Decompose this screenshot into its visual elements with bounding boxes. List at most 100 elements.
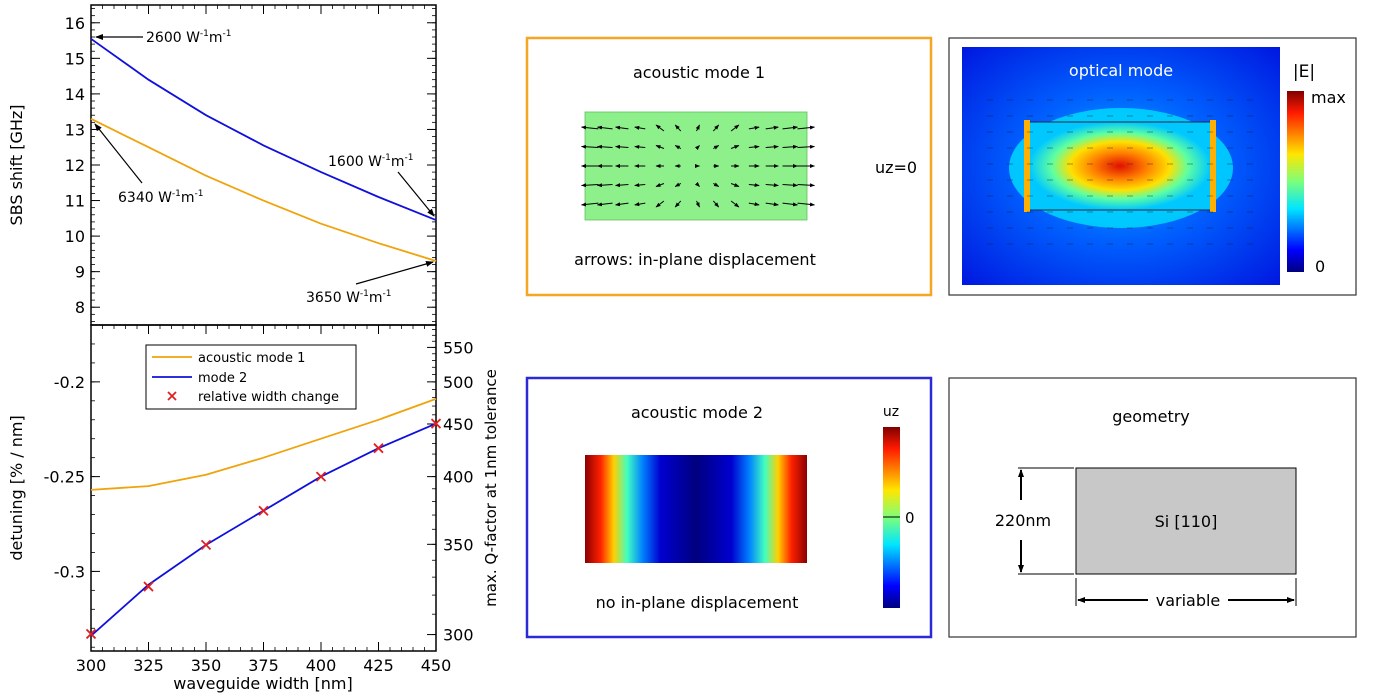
displacement-arrow [782, 125, 798, 130]
y-tick-label: -0.25 [44, 468, 85, 487]
annotation-1600: 1600 W-1m-1 [328, 153, 435, 217]
displacement-arrow [713, 145, 720, 150]
y-tick-label: 15 [65, 49, 85, 68]
panel-title: acoustic mode 2 [631, 403, 763, 422]
displacement-arrow [712, 200, 720, 208]
y2-tick-label: 350 [443, 535, 474, 554]
top-y-ticks: 8 9 10 11 12 13 14 15 16 [65, 5, 437, 322]
height-label: 220nm [995, 511, 1051, 530]
displacement-arrow [695, 124, 700, 132]
panel-acoustic-mode-2: acoustic mode 2 no in-plane displacement… [525, 376, 933, 639]
annotation-arrow [355, 261, 434, 285]
displacement-arrow [634, 125, 646, 130]
displacement-arrow [695, 200, 700, 208]
annotation-3650: 3650 W-1m-1 [306, 261, 434, 306]
series-line-1 [90, 117, 437, 262]
edge-hotspot-left [1024, 120, 1030, 212]
displacement-arrow [748, 144, 760, 149]
displacement-arrow [596, 144, 613, 149]
displacement-arrow [797, 183, 815, 188]
displacement-arrow [615, 183, 629, 188]
panel-acoustic-mode-1: acoustic mode 1 arrows: in-plane displac… [525, 36, 933, 297]
legend-label-mode1: acoustic mode 1 [198, 351, 305, 366]
displacement-arrow [765, 125, 779, 130]
displacement-arrow [765, 183, 779, 188]
data-point-marker [258, 505, 269, 516]
y2-tick-label: 500 [443, 373, 474, 392]
colorbar-min-label: 0 [1315, 257, 1325, 276]
annotation-text: 6340 W [118, 190, 172, 206]
svg-text:3650 W-1m-1: 3650 W-1m-1 [306, 289, 392, 306]
superscript: -1 [405, 153, 414, 163]
annotation-unit: m [209, 30, 223, 46]
panel-optical-mode: optical mode |E| max 0 [948, 37, 1357, 296]
svg-text:2600 W-1m-1: 2600 W-1m-1 [146, 29, 232, 46]
displacement-arrow [674, 182, 682, 187]
displacement-arrow [655, 124, 665, 132]
optical-colorbar [1287, 91, 1304, 272]
displacement-arrow [748, 202, 760, 207]
detuning-plot: -0.3 -0.25 -0.2 300 350 400 450 500 550 300 325 350… [7, 324, 500, 693]
y-tick-label: -0.2 [54, 373, 85, 392]
x-tick-label: 400 [306, 656, 337, 675]
displacement-arrow [782, 183, 798, 188]
displacement-arrow [596, 125, 613, 130]
data-point-marker [200, 539, 212, 550]
y-tick-label: -0.3 [54, 562, 85, 581]
colorbar-max-label: max [1311, 88, 1346, 107]
displacement-arrow [655, 183, 665, 187]
data-point-marker [430, 418, 442, 429]
displacement-arrow [615, 202, 629, 207]
bottom-y-axis-label: detuning [% / nm] [7, 415, 26, 560]
displacement-arrow [581, 144, 599, 149]
annotation-text: 2600 W [146, 30, 200, 46]
displacement-arrow [674, 145, 682, 150]
panel-geometry: geometry Si [110] 220nm variable [948, 377, 1357, 638]
displacement-arrow [782, 202, 798, 207]
legend-swatch-marker [167, 391, 177, 401]
displacement-arrows [581, 124, 815, 208]
panel-caption: no in-plane displacement [596, 593, 799, 612]
data-point-marker [373, 443, 384, 454]
displacement-arrow [797, 202, 815, 207]
legend-label-mode2: mode 2 [198, 371, 247, 386]
superscript: -1 [195, 189, 204, 199]
annotation-arrow [397, 171, 435, 217]
displacement-arrow [581, 183, 599, 188]
colorbar-title: uz [883, 404, 899, 420]
panel-title: acoustic mode 1 [633, 63, 765, 82]
y-tick-label: 16 [65, 14, 85, 33]
right-y-axis-label: max. Q-factor at 1nm tolerance [482, 369, 500, 607]
annotation-2600: 2600 W-1m-1 [95, 29, 232, 46]
displacement-arrow [713, 182, 720, 187]
superscript: -1 [383, 289, 392, 299]
silicon-waveguide [1075, 467, 1297, 575]
displacement-arrow [730, 200, 740, 208]
optical-field-vectors [987, 99, 1253, 245]
x-tick-label: 300 [76, 656, 107, 675]
displacement-arrow [782, 144, 798, 149]
x-tick-label: 425 [363, 656, 394, 675]
displacement-arrow [730, 124, 740, 132]
annotation-unit: m [369, 290, 383, 306]
annotation-text: 3650 W [306, 290, 360, 306]
displacement-arrow [674, 200, 682, 208]
annotation-6340: 6340 W-1m-1 [94, 123, 204, 206]
displacement-arrow [615, 144, 629, 149]
top-series [90, 38, 437, 262]
superscript: -1 [223, 29, 232, 39]
y-tick-label: 12 [65, 156, 85, 175]
displacement-arrow [674, 124, 682, 132]
legend-label-width-change: relative width change [198, 390, 339, 405]
legend: acoustic mode 1 mode 2 relative width ch… [145, 344, 357, 410]
displacement-arrow [655, 200, 665, 208]
bottom-ticks: -0.3 -0.25 -0.2 300 350 400 450 500 550 300 325 350… [44, 324, 474, 675]
y-tick-label: 14 [65, 85, 85, 104]
y-tick-label: 13 [65, 120, 85, 139]
y-tick-label: 8 [75, 298, 85, 317]
displacement-arrow [748, 125, 760, 130]
displacement-arrow [765, 202, 779, 207]
edge-hotspot-right [1210, 120, 1216, 212]
